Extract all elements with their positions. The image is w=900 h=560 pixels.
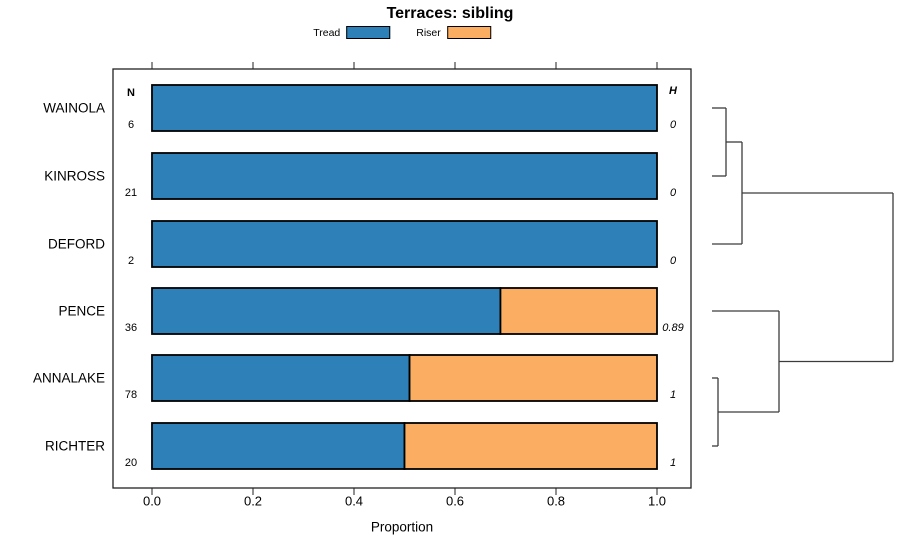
n-column-header: N bbox=[127, 87, 135, 99]
bar-segment-tread-deford bbox=[151, 220, 658, 268]
category-label-pence: PENCE bbox=[58, 303, 105, 319]
x-axis-title: Proportion bbox=[370, 519, 434, 535]
category-label-wainola: WAINOLA bbox=[43, 100, 105, 116]
n-value-pence: 36 bbox=[124, 322, 138, 334]
bar-segment-tread-pence bbox=[151, 287, 502, 335]
h-column-header: H bbox=[669, 85, 677, 97]
n-value-richter: 20 bbox=[124, 457, 138, 469]
x-tick-label-3: 0.6 bbox=[445, 493, 465, 509]
bar-segment-tread-wainola bbox=[151, 84, 658, 132]
bar-segment-tread-richter bbox=[151, 422, 406, 470]
x-tick-label-5: 1.0 bbox=[647, 493, 667, 509]
x-tick-label-1: 0.2 bbox=[243, 493, 263, 509]
legend-label-tread: Tread bbox=[313, 26, 341, 39]
x-tick-label-4: 0.8 bbox=[546, 493, 566, 509]
h-value-richter: 1 bbox=[669, 457, 677, 469]
h-value-pence: 0.89 bbox=[662, 322, 684, 334]
category-label-annalake: ANNALAKE bbox=[32, 370, 105, 386]
legend-item-riser: Riser bbox=[416, 26, 491, 39]
chart-title: Terraces: sibling bbox=[386, 5, 514, 22]
legend-swatch-riser bbox=[446, 26, 491, 39]
bar-segment-riser-annalake bbox=[408, 354, 658, 402]
legend-label-riser: Riser bbox=[416, 26, 441, 39]
x-tick-label-0: 0.0 bbox=[142, 493, 162, 509]
bar-segment-riser-richter bbox=[403, 422, 658, 470]
h-value-kinross: 0 bbox=[669, 187, 677, 199]
category-label-richter: RICHTER bbox=[45, 438, 105, 454]
n-value-deford: 2 bbox=[127, 255, 135, 267]
x-tick-label-2: 0.4 bbox=[344, 493, 364, 509]
h-value-deford: 0 bbox=[669, 255, 677, 267]
n-value-wainola: 6 bbox=[127, 119, 135, 131]
bar-segment-tread-annalake bbox=[151, 354, 411, 402]
h-value-annalake: 1 bbox=[669, 389, 677, 401]
bar-segment-tread-kinross bbox=[151, 152, 658, 200]
legend-item-tread: Tread bbox=[313, 26, 391, 39]
category-label-kinross: KINROSS bbox=[44, 168, 105, 184]
n-value-kinross: 21 bbox=[124, 187, 138, 199]
bar-segment-riser-pence bbox=[499, 287, 658, 335]
legend: Tread Riser bbox=[313, 26, 491, 39]
category-label-deford: DEFORD bbox=[48, 236, 105, 252]
legend-swatch-tread bbox=[346, 26, 391, 39]
h-value-wainola: 0 bbox=[669, 119, 677, 131]
n-value-annalake: 78 bbox=[124, 389, 138, 401]
plot-frame bbox=[112, 68, 692, 489]
